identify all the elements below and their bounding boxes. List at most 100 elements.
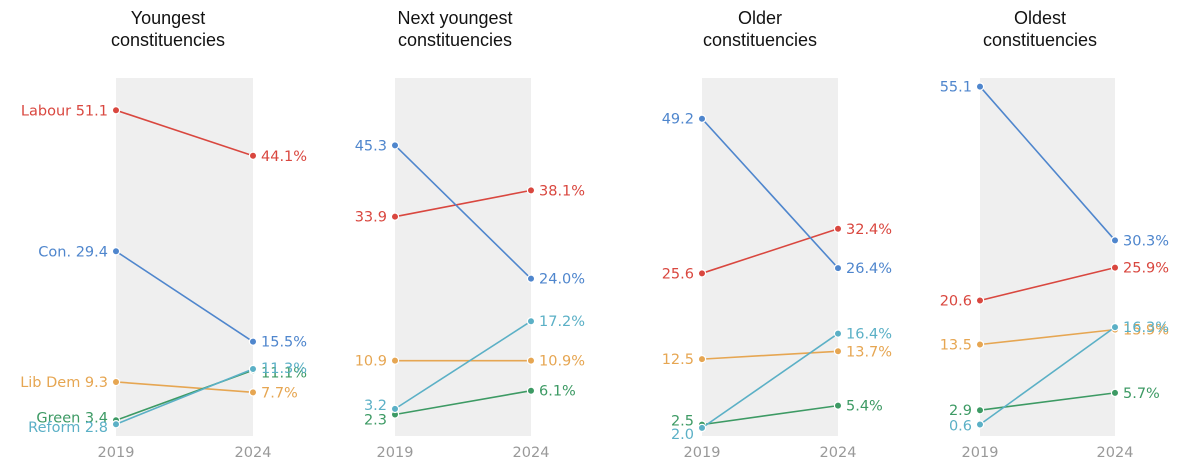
panel-background [980,78,1115,436]
panel-title: constituencies [111,30,225,50]
series-line-labour [115,109,254,157]
panel-background [702,78,838,436]
label-libdem-2019: 10.9 [355,354,387,370]
label-labour-2024: 25.9% [1123,261,1169,277]
point-libdem-2019 [111,377,121,387]
series-line-labour [979,266,1116,302]
label-reform-2024: 11.3% [261,361,307,377]
label-labour-2024: 44.1% [261,149,307,165]
point-labour-2024 [1110,263,1120,272]
series-line-reform [394,320,532,410]
series-line-con [394,144,532,280]
point-con-2019 [390,141,400,150]
point-con-2019 [697,114,707,123]
point-reform-2019 [390,404,400,414]
point-labour-2019 [697,269,707,278]
series-line-libdem [701,350,839,360]
point-libdem-2019 [975,340,985,349]
series-line-con [115,250,254,343]
label-con-2019: 55.1 [940,80,972,96]
panel-background [395,78,531,436]
series-line-con [701,118,839,269]
x-tick-2024: 2024 [235,445,272,461]
label-libdem-2019: 13.5 [940,338,972,354]
label-labour-2019: Labour 51.1 [21,103,108,119]
label-libdem-2024: 15.9% [1123,323,1169,339]
series-line-green [701,404,839,426]
label-reform-2019: 0.6 [949,418,972,434]
x-tick-2024: 2024 [513,445,550,461]
label-libdem-2024: 10.9% [539,354,585,370]
panel-title: Older [738,8,782,28]
label-green-2019: 2.3 [364,413,387,429]
x-tick-2019: 2019 [98,445,135,461]
point-green-2024 [833,401,843,410]
point-reform-2019 [111,420,121,429]
point-labour-2024 [248,151,258,160]
point-labour-2019 [111,106,121,115]
point-reform-2024 [248,364,258,374]
x-tick-2024: 2024 [1097,445,1134,461]
series-line-green [394,389,532,416]
point-green-2024 [526,386,536,395]
series-line-con [979,86,1116,241]
point-green-2024 [1110,388,1120,398]
label-con-2024: 30.3% [1123,233,1169,249]
label-libdem-2024: 13.7% [846,344,892,360]
point-con-2024 [248,337,258,346]
label-reform-2019: 2.0 [671,427,694,443]
point-con-2024 [526,274,536,283]
label-con-2019: Con. 29.4 [38,244,108,260]
x-tick-2019: 2019 [684,445,721,461]
label-green-2024: 6.1% [539,384,576,400]
label-reform-2024: 16.3% [1123,320,1169,336]
point-con-2019 [111,247,121,256]
x-tick-2019: 2019 [962,445,999,461]
label-reform-2019: 3.2 [364,398,387,414]
point-labour-2024 [526,186,536,195]
point-libdem-2024 [248,388,258,397]
x-tick-2019: 2019 [377,445,414,461]
point-con-2024 [1110,236,1120,245]
panel-title: constituencies [703,30,817,50]
label-libdem-2019: Lib Dem 9.3 [20,375,108,391]
series-line-labour [701,228,839,275]
label-reform-2024: 16.4% [846,327,892,343]
series-line-reform [115,368,254,425]
label-green-2024: 5.7% [1123,386,1160,402]
series-line-reform [701,332,839,429]
label-labour-2019: 33.9 [355,210,387,226]
point-reform-2019 [697,423,707,433]
series-line-reform [979,326,1116,426]
point-libdem-2024 [833,347,843,356]
series-line-labour [394,189,532,218]
label-reform-2024: 17.2% [539,314,585,330]
label-green-2019: 2.9 [949,403,972,419]
series-line-libdem [115,381,254,394]
point-green-2019 [975,406,985,415]
label-labour-2024: 32.4% [846,222,892,238]
label-libdem-2024: 7.7% [261,385,298,401]
series-line-libdem [979,328,1116,346]
point-labour-2019 [975,296,985,305]
label-con-2019: 49.2 [662,112,694,128]
point-reform-2024 [1110,322,1120,332]
label-labour-2019: 25.6 [662,266,694,282]
label-con-2024: 15.5% [261,335,307,351]
panel-title: Next youngest [397,8,512,28]
point-libdem-2024 [526,356,536,365]
panel-title: Youngest [131,8,205,28]
label-labour-2019: 20.6 [940,293,972,309]
panel-background [116,78,253,436]
label-green-2024: 5.4% [846,399,883,415]
point-reform-2024 [833,329,843,338]
label-reform-2019: Reform 2.8 [28,420,108,436]
point-labour-2024 [833,224,843,233]
point-reform-2019 [975,420,985,429]
label-labour-2024: 38.1% [539,183,585,199]
